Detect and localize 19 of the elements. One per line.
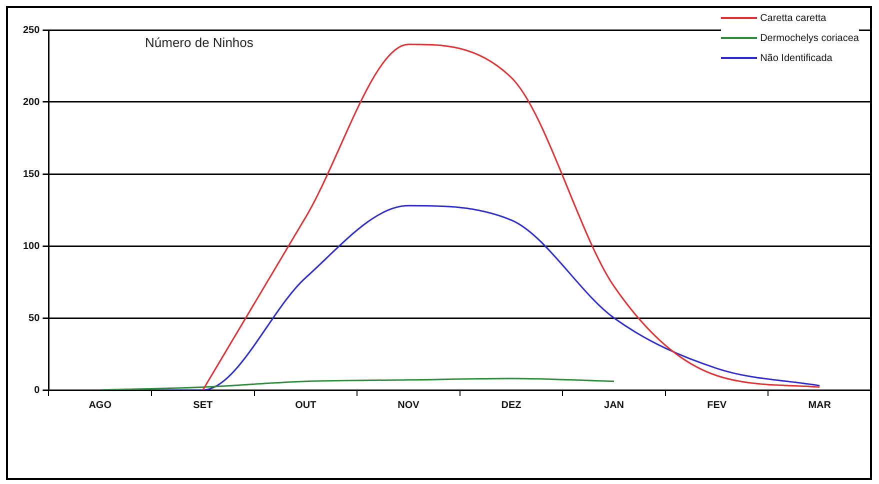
y-tick-label: 250	[22, 24, 40, 36]
legend-label: Caretta caretta	[760, 12, 826, 24]
x-tick-label: NOV	[398, 400, 420, 411]
y-tick-label: 100	[22, 240, 40, 252]
legend-label: Dermochelys coriacea	[760, 32, 859, 44]
x-tick-label: SET	[193, 400, 213, 411]
chart-title: Número de Ninhos	[145, 35, 254, 50]
y-tick-label: 150	[22, 168, 40, 180]
y-tick-label: 200	[22, 96, 40, 108]
x-tick-label: FEV	[707, 400, 727, 411]
y-tick-label: 0	[34, 384, 40, 396]
x-tick-label: JAN	[604, 400, 624, 411]
x-tick-label: OUT	[295, 400, 316, 411]
y-tick-label: 50	[28, 312, 40, 324]
x-tick-label: DEZ	[501, 400, 522, 411]
x-tick-label: MAR	[808, 400, 832, 411]
line-series	[99, 378, 615, 390]
x-tick-label: AGO	[88, 400, 112, 411]
legend-label: Não Identificada	[760, 52, 832, 64]
